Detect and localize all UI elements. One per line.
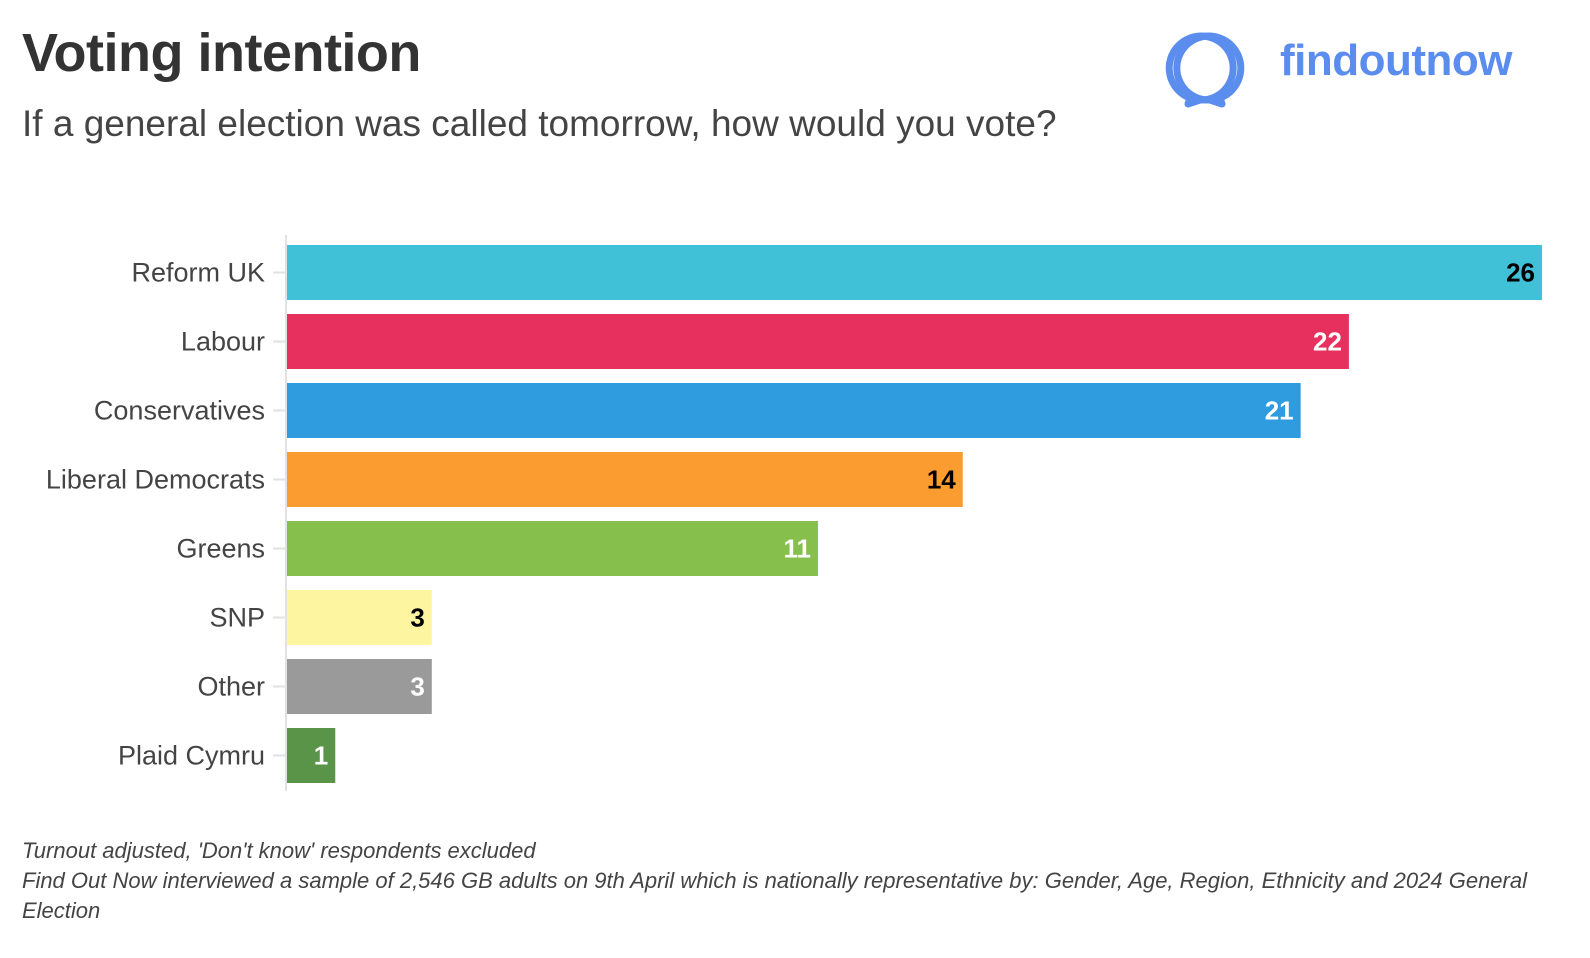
value-label: 1 <box>314 741 328 771</box>
chart-title: Voting intention <box>22 23 421 83</box>
interlocking-rings-icon <box>1165 32 1245 108</box>
bar <box>287 521 818 576</box>
footnote-sample: Find Out Now interviewed a sample of 2,5… <box>22 868 1527 923</box>
value-label: 26 <box>1506 258 1535 288</box>
value-label: 3 <box>410 672 424 702</box>
bar <box>287 590 432 645</box>
category-label: Conservatives <box>94 396 265 426</box>
value-label: 14 <box>927 465 956 495</box>
bar <box>287 245 1542 300</box>
category-label: Reform UK <box>131 258 265 288</box>
bar <box>287 728 336 783</box>
value-label: 3 <box>410 603 424 633</box>
value-label: 21 <box>1265 396 1294 426</box>
bar <box>287 314 1349 369</box>
category-label: Greens <box>176 534 265 564</box>
bar-chart: Reform UK 26 Labour 22 Conservatives 21 Libera… <box>46 235 1542 791</box>
category-label: Labour <box>181 327 265 357</box>
chart-subtitle: If a general election was called tomorro… <box>22 103 1057 144</box>
bar <box>287 659 432 714</box>
category-label: Other <box>197 672 265 702</box>
category-label: Liberal Democrats <box>46 465 265 495</box>
value-label: 22 <box>1313 327 1342 357</box>
bar <box>287 383 1301 438</box>
footnote-methodology: Turnout adjusted, 'Don't know' responden… <box>22 838 536 863</box>
category-label: Plaid Cymru <box>118 741 265 771</box>
bar <box>287 452 963 507</box>
value-label: 11 <box>783 534 811 564</box>
brand-logo[interactable]: findoutnow <box>1152 30 1552 110</box>
brand-name: findoutnow <box>1280 36 1513 85</box>
footnote: Turnout adjusted, 'Don't know' responden… <box>22 836 1562 926</box>
category-label: SNP <box>209 603 265 633</box>
